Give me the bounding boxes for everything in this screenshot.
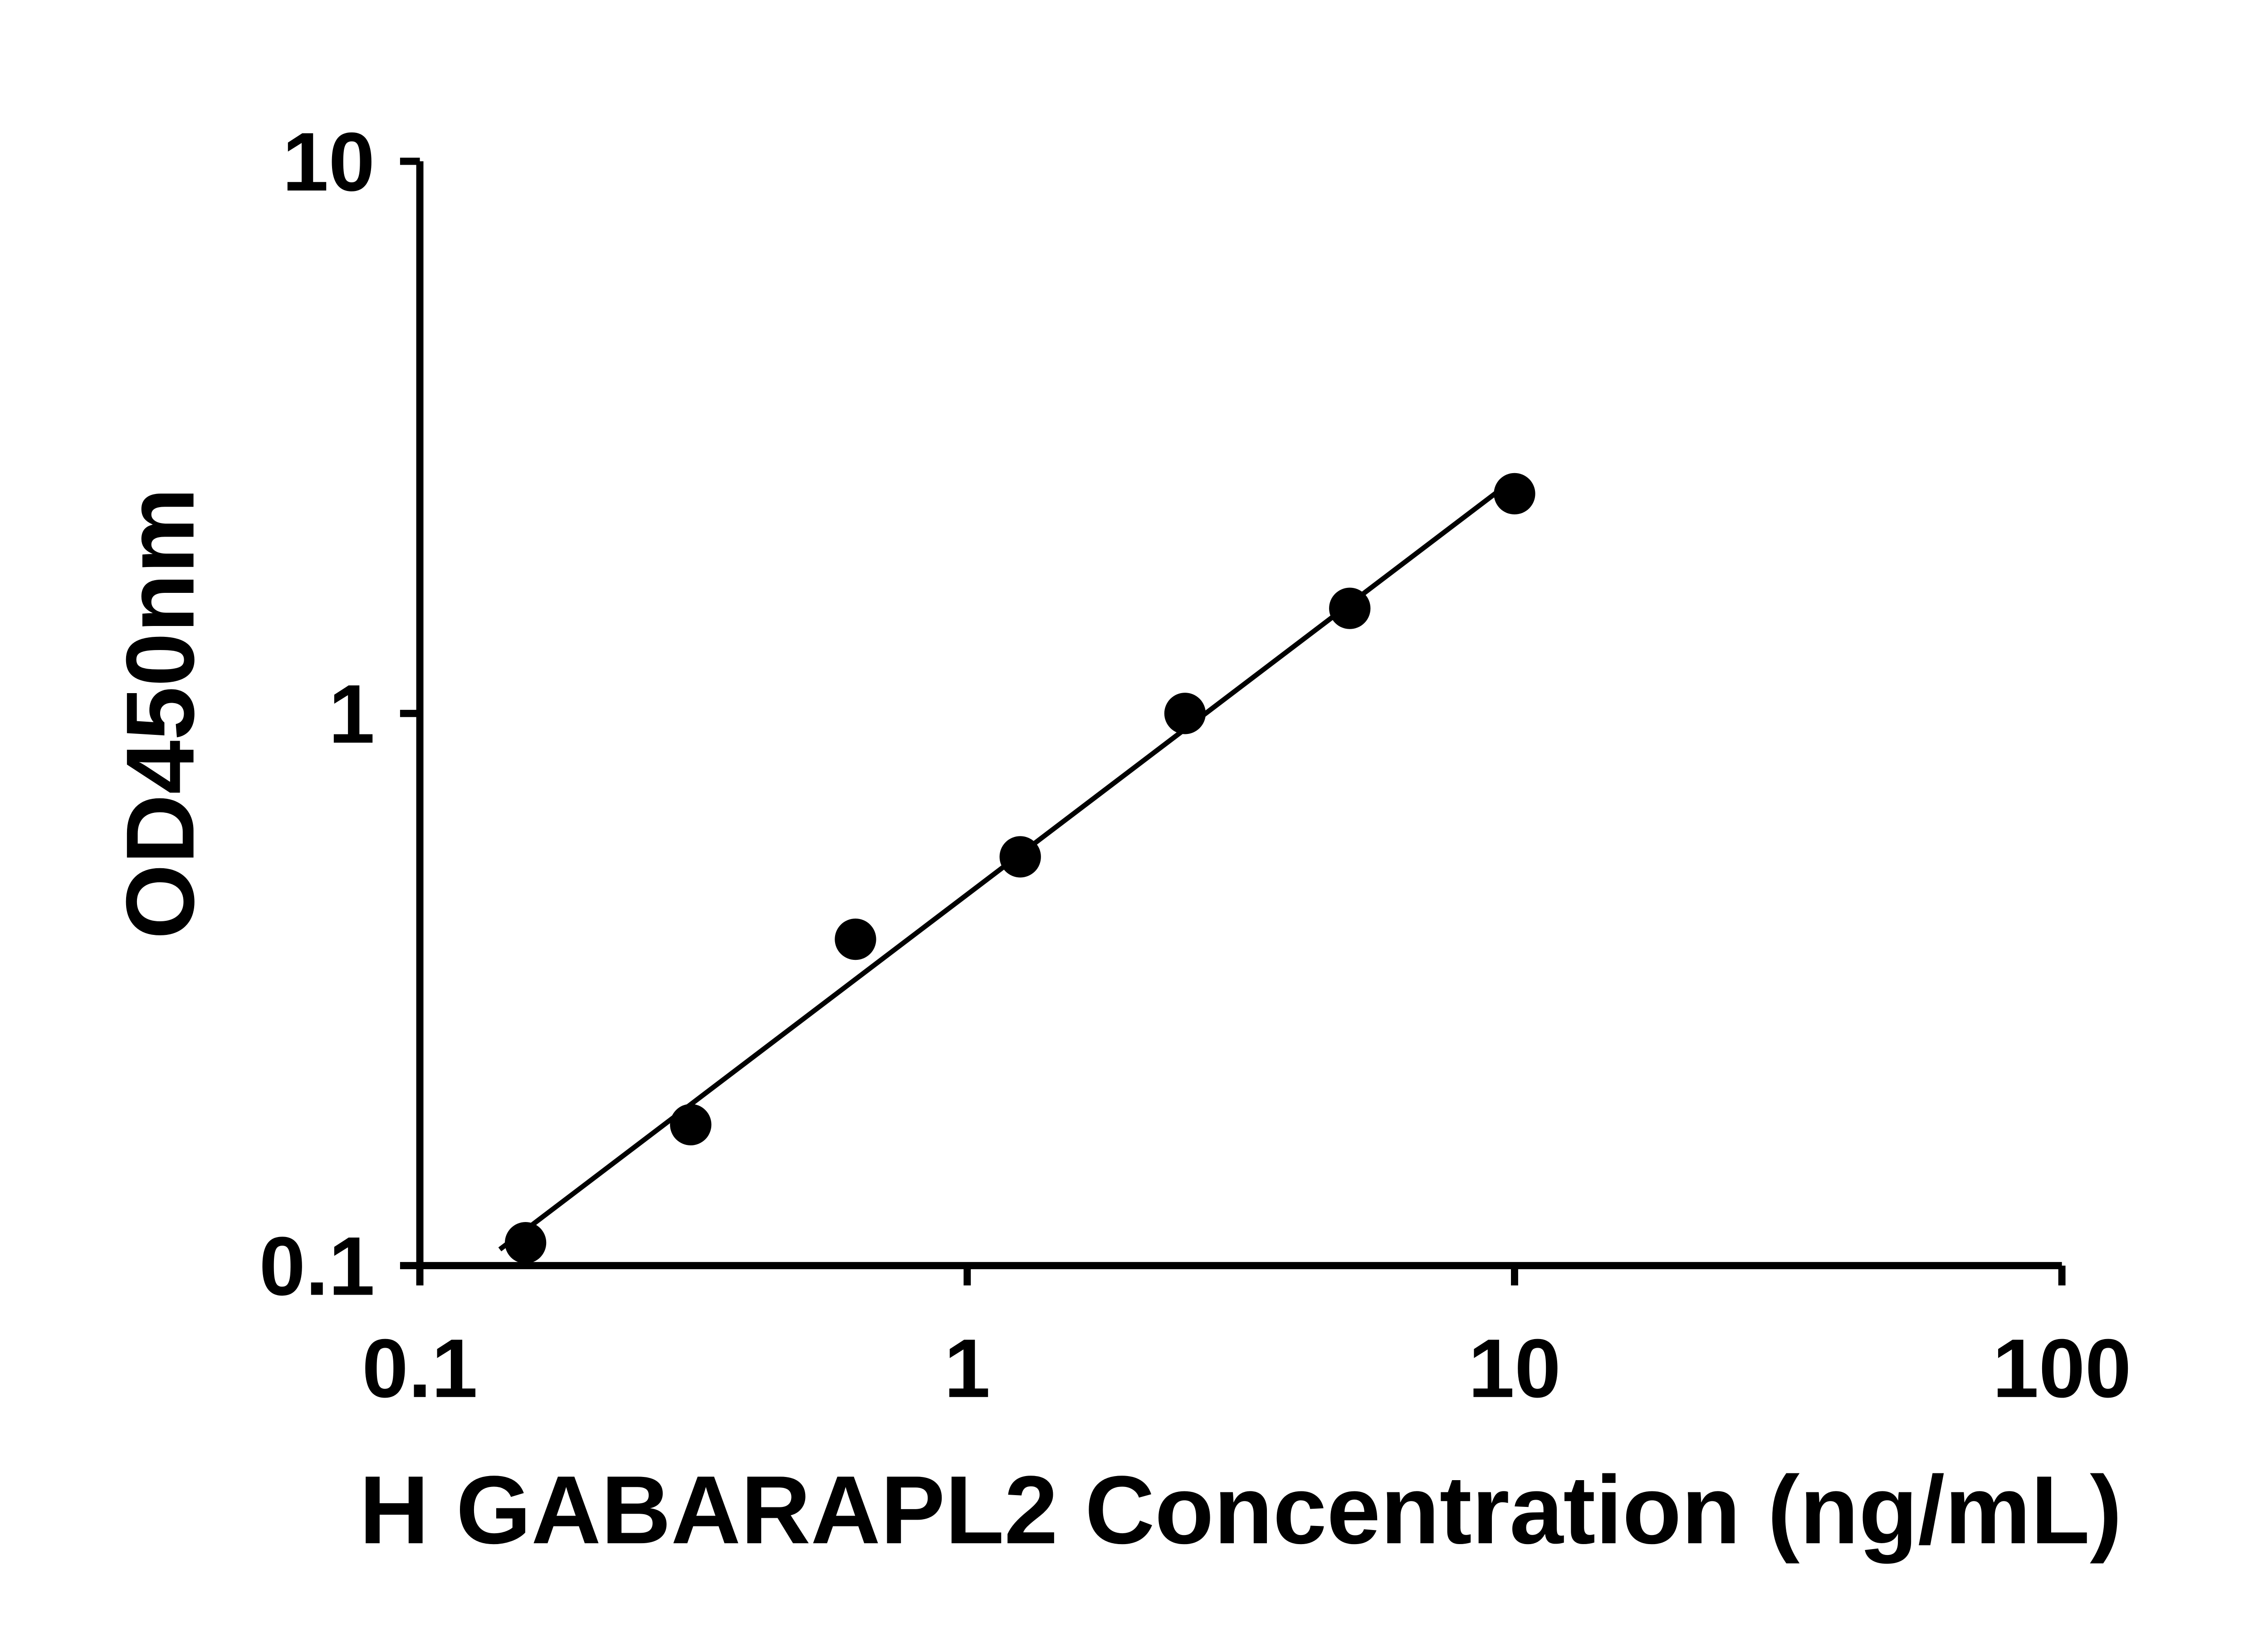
data-point [670,1104,712,1145]
y-tick-label: 10 [282,115,375,208]
y-tick-label: 0.1 [259,1220,375,1313]
data-point [1494,473,1535,515]
data-point [504,1222,547,1264]
data-point [1164,693,1206,734]
x-tick-label: 10 [1468,1322,1561,1415]
x-tick-label: 100 [1993,1322,2131,1415]
x-axis-title: H GABARAPL2 Concentration (ng/mL) [359,1456,2122,1564]
data-point [999,836,1041,878]
y-tick-label: 1 [328,667,375,760]
x-tick-label: 0.1 [362,1322,478,1415]
y-axis-title: OD450nm [107,488,215,939]
plot-area: 0.1 1 10 100 0.1 1 10 [259,115,2131,1415]
x-tick-label: 1 [944,1322,990,1415]
data-point [835,918,876,960]
data-point [1329,587,1371,629]
